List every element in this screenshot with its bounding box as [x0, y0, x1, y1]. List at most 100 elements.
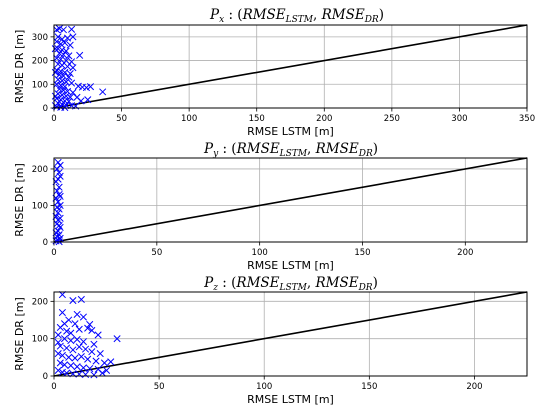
data-point-marker	[77, 353, 85, 361]
data-point-marker	[86, 83, 95, 91]
data-point-marker	[88, 326, 96, 335]
data-point-marker	[73, 310, 81, 318]
data-point-marker	[69, 297, 77, 305]
identity-line-py	[53, 157, 528, 243]
data-point-marker	[59, 86, 68, 94]
data-point-marker	[84, 355, 92, 363]
y-ticks-px: 0 100 200 300	[32, 33, 54, 114]
data-point-marker	[53, 80, 61, 88]
data-point-marker	[58, 351, 66, 360]
x-tick-label: 0	[51, 248, 56, 258]
x-tick-label: 150	[361, 382, 377, 392]
data-point-marker	[94, 331, 102, 339]
data-point-marker	[82, 84, 90, 92]
data-point-marker	[65, 52, 73, 60]
data-point-marker	[66, 41, 74, 49]
data-point-marker	[60, 335, 69, 343]
data-point-marker	[71, 354, 79, 362]
data-point-marker	[63, 327, 71, 335]
data-point-marker	[63, 62, 72, 71]
y-axis-label-pz: RMSE DR [m]	[13, 297, 26, 370]
data-point-marker	[99, 88, 107, 96]
subplot-title-py: Py : (RMSELSTM, RMSEDR)	[203, 141, 378, 159]
data-point-marker	[63, 34, 72, 42]
data-point-marker	[103, 366, 111, 374]
data-point-marker	[81, 345, 90, 353]
data-point-marker	[56, 192, 64, 200]
data-point-marker	[79, 364, 87, 372]
x-axis-label-px: RMSE LSTM [m]	[247, 125, 334, 138]
data-point-marker	[53, 187, 61, 195]
data-point-marker	[55, 71, 63, 79]
subplot-title-pz: Pz : (RMSELSTM, RMSEDR)	[203, 275, 378, 293]
y-tick-label: 100	[32, 335, 48, 345]
data-point-marker	[90, 340, 98, 348]
data-point-marker	[54, 209, 62, 217]
x-ticks-px: 0 50 100 150 200 250 300 350	[51, 108, 535, 124]
data-point-marker	[51, 92, 59, 100]
scatter-points-py	[52, 158, 64, 246]
x-tick-label: 300	[451, 114, 467, 124]
x-tick-label: 0	[51, 382, 56, 392]
data-point-marker	[63, 369, 71, 377]
data-point-marker	[75, 343, 83, 351]
data-point-marker	[84, 324, 92, 332]
data-point-marker	[54, 350, 62, 358]
data-point-marker	[54, 60, 62, 68]
data-point-marker	[56, 223, 64, 231]
y-tick-label: 300	[32, 33, 48, 43]
identity-line-px	[53, 24, 528, 109]
data-point-marker	[62, 92, 70, 100]
data-point-marker	[96, 350, 104, 358]
data-point-marker	[86, 320, 94, 329]
data-point-marker	[53, 54, 61, 62]
data-point-marker	[58, 308, 66, 317]
data-point-marker	[54, 33, 62, 41]
x-ticks-py: 0 50 100 150 200	[51, 242, 473, 258]
subplot-title-px: Px : (RMSELSTM, RMSEDR)	[209, 7, 384, 25]
data-point-marker	[100, 359, 109, 367]
data-point-marker	[55, 85, 63, 93]
data-point-marker	[92, 357, 100, 365]
data-point-marker	[79, 313, 87, 321]
data-point-marker	[65, 97, 73, 105]
y-tick-label: 100	[32, 80, 48, 90]
x-axis-label-pz: RMSE LSTM [m]	[247, 393, 334, 406]
data-point-marker	[54, 331, 62, 339]
data-point-marker	[76, 51, 84, 59]
data-point-marker	[56, 359, 64, 367]
y-ticks-pz: 0 100 200	[32, 297, 54, 382]
x-tick-label: 250	[384, 114, 400, 124]
data-point-marker	[65, 73, 73, 81]
identity-line	[53, 157, 528, 243]
data-point-marker	[68, 79, 76, 87]
data-point-marker	[69, 33, 77, 41]
y-tick-label: 200	[32, 165, 48, 175]
data-point-marker	[66, 93, 74, 101]
y-axis-label-py: RMSE DR [m]	[13, 163, 26, 236]
x-tick-label: 150	[249, 114, 265, 124]
x-axis-label-py: RMSE LSTM [m]	[247, 259, 334, 272]
y-tick-label: 200	[32, 297, 48, 307]
data-point-marker	[84, 96, 92, 104]
data-point-marker	[88, 348, 96, 356]
data-point-marker	[69, 346, 77, 354]
x-tick-label: 50	[116, 114, 127, 124]
data-point-marker	[55, 222, 63, 230]
x-ticks-pz: 0 50 100 150 200	[51, 376, 483, 392]
subplot-py: Py : (RMSELSTM, RMSEDR) 0 50 100 150 200 0 10…	[13, 141, 528, 272]
x-tick-label: 150	[354, 248, 370, 258]
x-tick-label: 100	[252, 248, 268, 258]
data-point-marker	[61, 39, 69, 47]
data-point-marker	[58, 91, 66, 99]
data-point-marker	[58, 35, 66, 43]
data-point-marker	[73, 363, 81, 371]
data-point-marker	[57, 55, 65, 63]
axes-frame-px	[53, 24, 528, 109]
data-point-marker	[56, 172, 64, 180]
data-point-marker	[59, 26, 68, 34]
x-tick-label: 200	[457, 248, 473, 258]
data-point-marker	[77, 295, 85, 304]
x-tick-label: 200	[316, 114, 332, 124]
data-point-marker	[67, 329, 75, 337]
